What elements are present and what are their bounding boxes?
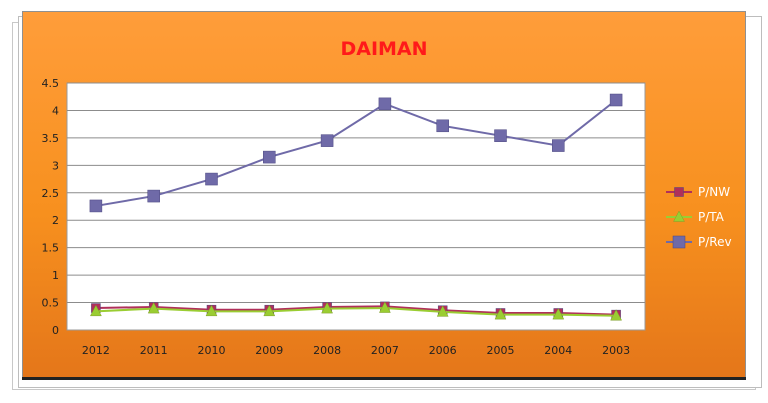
data-point [609,93,623,107]
legend-label: P/TA [698,210,725,224]
legend-entry: P/NW [666,185,730,199]
y-axis-ticks: 0 0.5 1 1.5 2 2.5 3 3.5 4 4.5 [42,77,60,337]
x-tick-label: 2010 [198,344,226,357]
x-tick-label: 2004 [544,344,572,357]
data-point [205,172,218,186]
data-point [552,308,565,320]
chart-title: DAIMAN [340,38,428,60]
data-point [147,189,160,203]
legend-label: P/Rev [698,235,732,249]
series-1 [89,301,623,321]
series-line [95,99,617,207]
y-tick-label: 1 [52,269,59,282]
data-point [320,134,334,147]
data-point [436,305,449,317]
legend-marker [673,210,685,222]
x-tick-label: 2012 [82,344,110,357]
y-tick-label: 4 [52,104,59,117]
data-point [89,304,102,317]
x-axis-ticks: 2012 2011 2010 2009 2008 2007 2006 2005 2004 2003 [82,344,630,357]
x-tick-label: 2003 [602,344,630,357]
y-tick-label: 2 [52,214,59,227]
data-point [494,308,507,320]
plot-area [66,82,646,331]
legend-entry: P/Rev [666,235,732,249]
series-line [95,305,617,316]
legend-marker [672,235,686,249]
legend: P/NW P/TA P/Rev [666,185,732,249]
data-point [147,302,160,314]
x-tick-label: 2011 [140,344,168,357]
data-point [89,199,103,213]
y-tick-label: 3 [52,159,59,172]
x-tick-label: 2006 [429,344,457,357]
series-lines [89,93,623,321]
y-tick-label: 0 [52,324,59,337]
y-tick-label: 0.5 [42,297,60,310]
data-point [263,150,276,164]
data-point [205,304,218,317]
gridlines [67,82,645,304]
chart-bottom-border [22,377,746,380]
legend-label: P/NW [698,185,730,199]
y-tick-label: 1.5 [42,242,60,255]
data-point [263,304,276,317]
y-tick-label: 4.5 [42,77,60,90]
data-point [610,309,623,321]
x-tick-label: 2009 [255,344,283,357]
data-point [378,97,392,111]
series-line [95,307,617,317]
legend-marker [674,187,684,197]
legend-entry: P/TA [666,210,725,224]
data-point [436,119,449,133]
data-point [321,302,334,314]
x-tick-label: 2008 [313,344,341,357]
y-tick-label: 2.5 [42,187,60,200]
data-point [552,139,565,152]
y-tick-label: 3.5 [42,132,60,145]
series-2 [89,93,623,213]
x-tick-label: 2005 [487,344,515,357]
data-point [378,301,391,313]
data-point [494,129,507,142]
x-tick-label: 2007 [371,344,399,357]
